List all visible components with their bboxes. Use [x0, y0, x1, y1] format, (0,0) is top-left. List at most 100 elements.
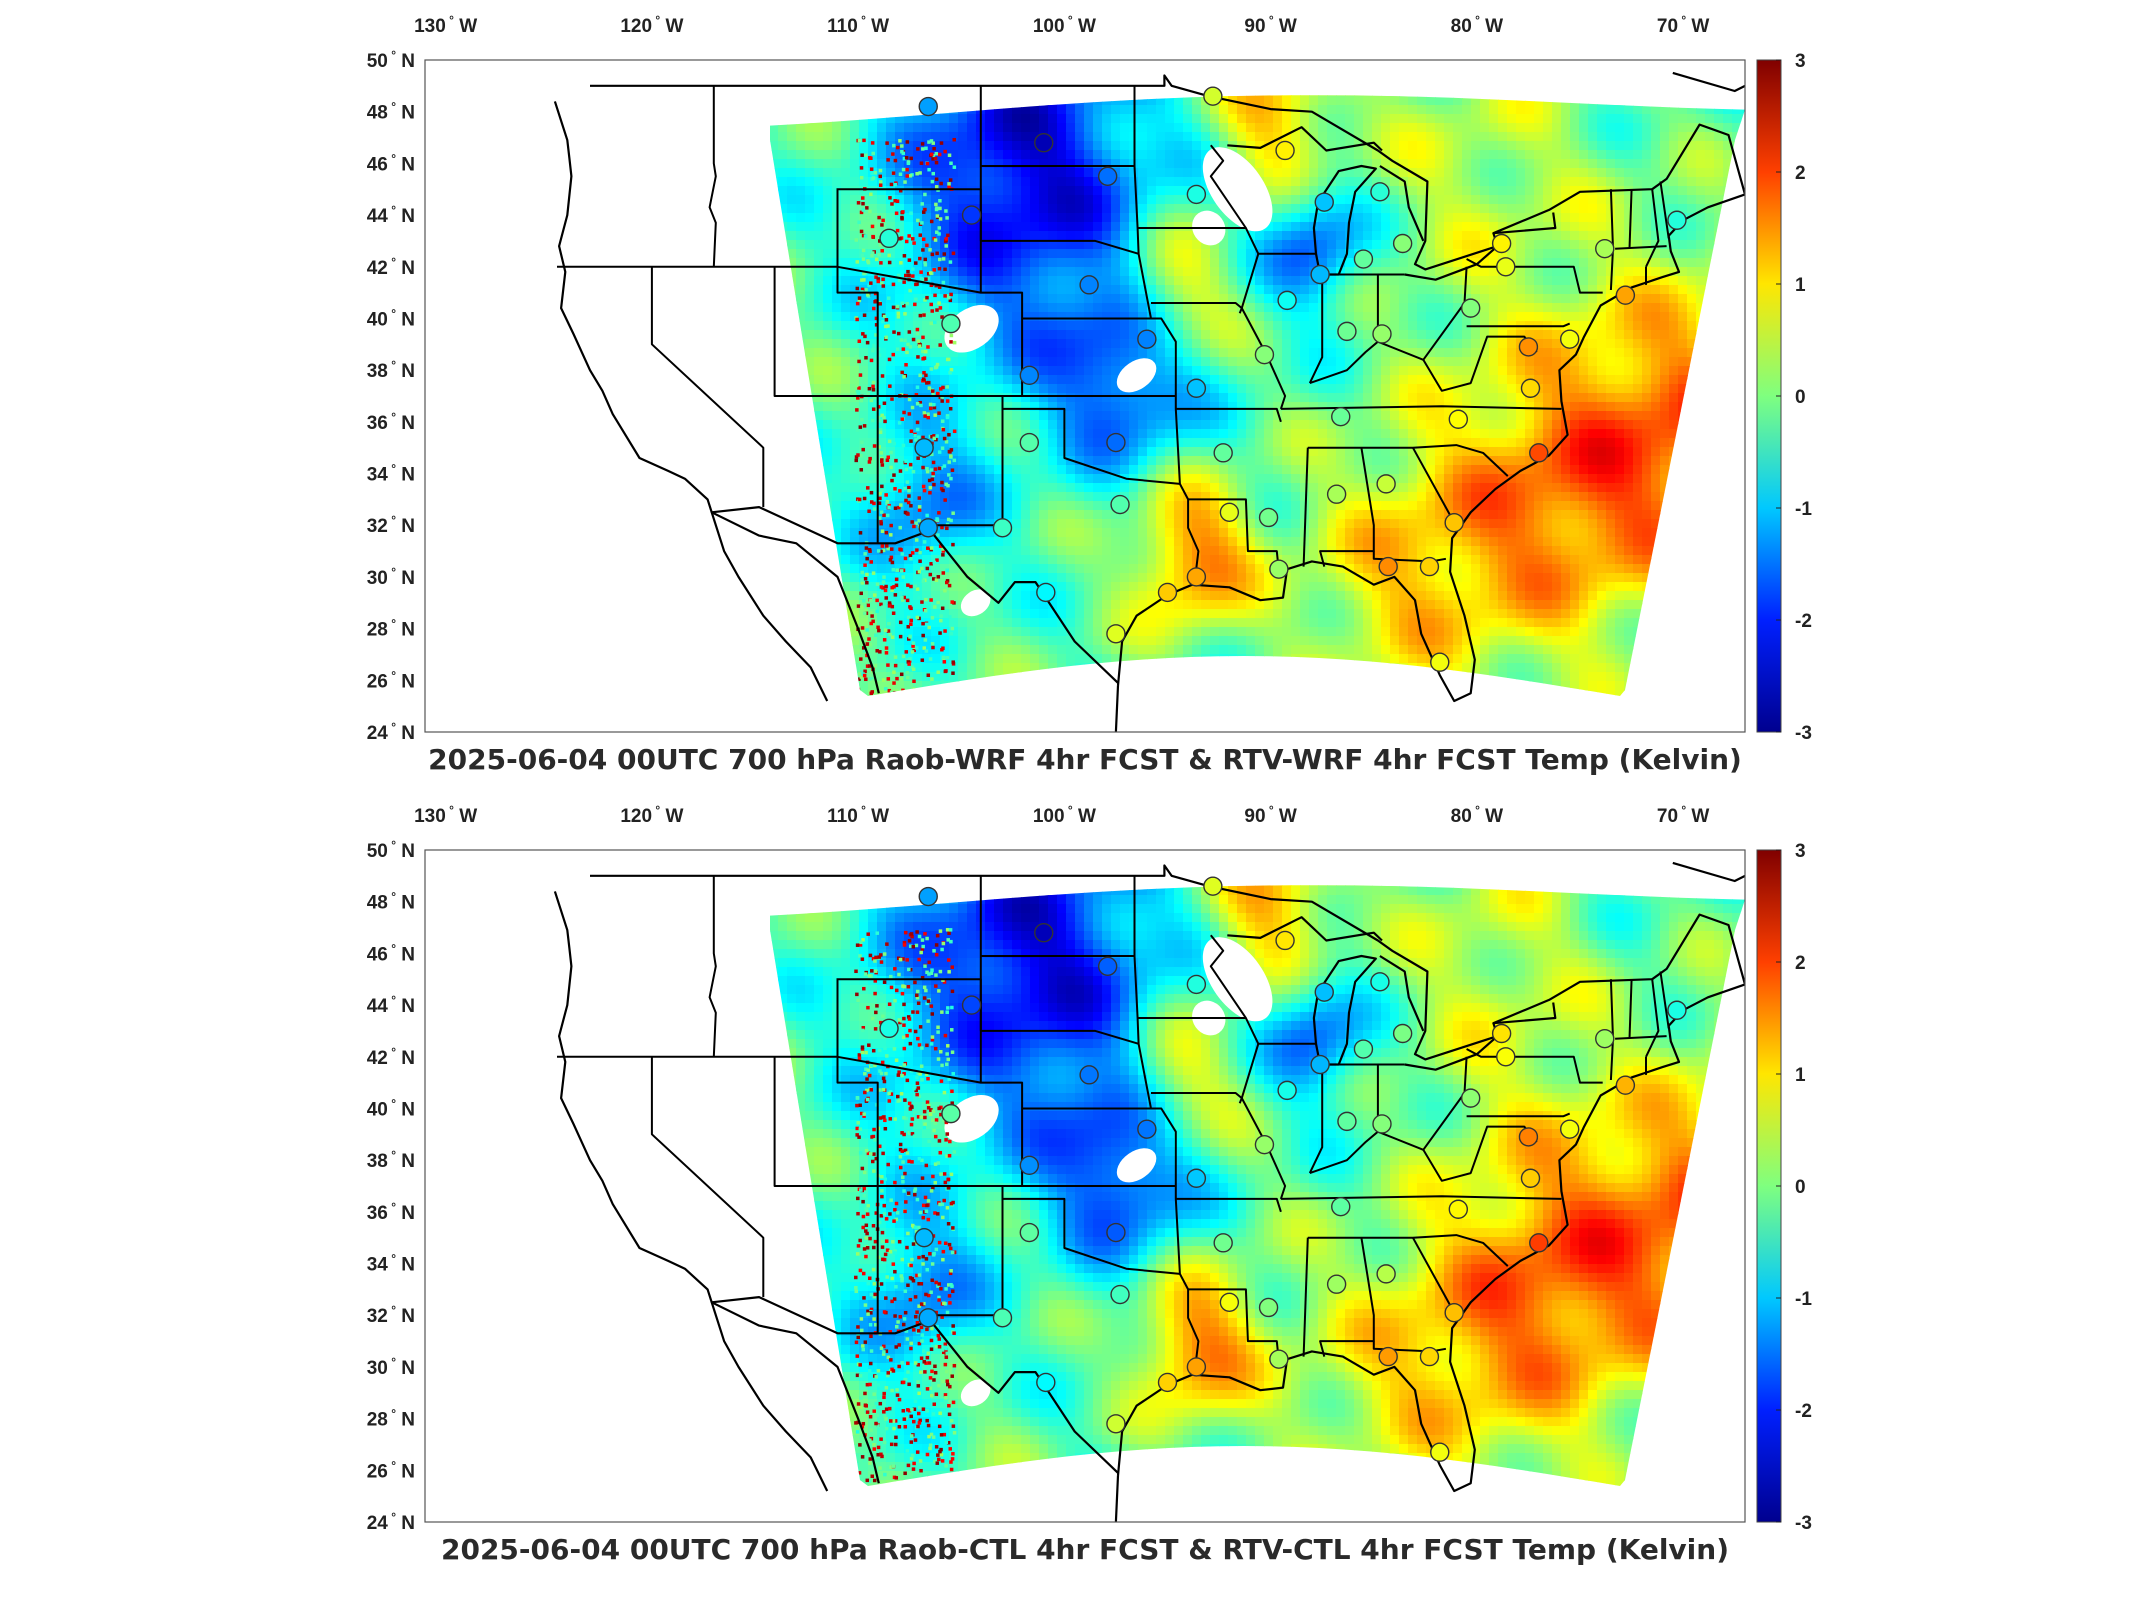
raob-station-marker	[1110, 494, 1130, 515]
map-panel-raob-ctl: 130 ° W 120 ° W 110 ° W 100 ° W 90 ° W 80 ° W…	[0, 790, 2133, 1580]
longitude-tick-label: 100 ° W	[1033, 13, 1096, 37]
temperature-anomaly-field	[770, 95, 1745, 696]
map-frame	[424, 59, 1746, 733]
longitude-tick-label: 70 ° W	[1657, 803, 1710, 827]
raob-station-marker	[1370, 182, 1390, 202]
latitude-tick-label: 38 ° N	[367, 358, 415, 382]
raob-station-marker	[1444, 512, 1464, 533]
raob-station-marker	[1615, 285, 1636, 305]
raob-station-marker	[1219, 1292, 1240, 1313]
colorbar-tick-label: 3	[1795, 51, 1806, 72]
raob-station-marker	[1529, 1233, 1549, 1253]
raob-station-marker	[1518, 337, 1539, 357]
panel-title: 2025-06-04 00UTC 700 hPa Raob-CTL 4hr FC…	[441, 1533, 1729, 1566]
raob-station-marker	[1036, 582, 1056, 603]
raob-station-marker	[1491, 233, 1512, 254]
raob-station-marker	[1314, 192, 1334, 212]
latitude-tick-label: 34 ° N	[367, 462, 415, 486]
colorbar-tick-label: 0	[1795, 387, 1806, 408]
latitude-tick-label: 38 ° N	[367, 1148, 415, 1172]
raob-station-marker	[1097, 956, 1118, 977]
raob-station-marker	[1314, 982, 1334, 1002]
colorbar-tick-label: 1	[1795, 1065, 1806, 1086]
raob-station-marker	[1213, 443, 1233, 463]
raob-station-marker	[1097, 166, 1118, 187]
latitude-tick-label: 24 ° N	[367, 1510, 415, 1534]
colorbar-tick-label: 2	[1795, 953, 1806, 974]
raob-station-marker	[1106, 432, 1126, 453]
raob-station-marker	[1186, 1357, 1207, 1377]
raob-station-marker	[1203, 86, 1223, 106]
raob-station-marker	[1219, 502, 1240, 523]
raob-station-marker	[914, 437, 934, 458]
raob-station-marker	[1595, 1028, 1615, 1049]
raob-station-marker	[1430, 652, 1450, 672]
raob-station-marker	[1277, 1080, 1297, 1101]
raob-station-marker	[1444, 1302, 1464, 1323]
longitude-tick-label: 90 ° W	[1244, 803, 1297, 827]
latitude-tick-label: 44 ° N	[367, 993, 415, 1017]
raob-station-marker	[1186, 184, 1207, 205]
raob-station-marker	[879, 228, 899, 249]
raob-station-marker	[1491, 1023, 1512, 1044]
map-panel-raob-wrf: 130 ° W 120 ° W 110 ° W 100 ° W 90 ° W 80 ° W…	[0, 0, 2133, 790]
longitude-tick-label: 120 ° W	[620, 803, 683, 827]
raob-station-marker	[1376, 474, 1396, 494]
latitude-tick-label: 50 ° N	[367, 48, 415, 72]
latitude-tick-label: 24 ° N	[367, 720, 415, 744]
raob-station-marker	[1186, 378, 1207, 398]
raob-station-marker	[1559, 1119, 1580, 1139]
raob-station-marker	[1106, 624, 1126, 644]
latitude-tick-label: 36 ° N	[367, 1200, 415, 1224]
raob-station-marker	[918, 1308, 938, 1328]
raob-station-marker	[1275, 930, 1295, 951]
raob-station-marker	[1269, 559, 1289, 579]
raob-station-marker	[1079, 1065, 1099, 1085]
longitude-tick-label: 120 ° W	[620, 13, 683, 37]
raob-station-marker	[1110, 1284, 1130, 1305]
latitude-tick-label: 40 ° N	[367, 306, 415, 330]
raob-station-marker	[1520, 378, 1541, 398]
raob-station-marker	[1372, 1114, 1392, 1134]
raob-station-marker	[918, 96, 938, 117]
latitude-tick-label: 42 ° N	[367, 255, 415, 279]
raob-station-marker	[1269, 1349, 1289, 1369]
latitude-tick-label: 40 ° N	[367, 1096, 415, 1120]
latitude-tick-label: 46 ° N	[367, 941, 415, 965]
raob-station-marker	[1392, 1023, 1413, 1044]
latitude-tick-label: 34 ° N	[367, 1252, 415, 1276]
raob-station-marker	[1667, 1000, 1687, 1020]
map-frame	[424, 849, 1746, 1523]
temperature-anomaly-field	[770, 885, 1745, 1486]
raob-station-marker	[1213, 1233, 1233, 1253]
map-figure-0: 130 ° W 120 ° W 110 ° W 100 ° W 90 ° W 80 ° W…	[367, 13, 1813, 776]
raob-station-marker	[1353, 249, 1374, 269]
raob-station-marker	[1277, 290, 1297, 311]
raob-station-marker	[1310, 1054, 1330, 1075]
raob-station-marker	[1106, 1222, 1126, 1243]
longitude-tick-label: 80 ° W	[1451, 803, 1504, 827]
latitude-tick-label: 48 ° N	[367, 100, 415, 124]
colorbar-tick-label: -3	[1795, 1513, 1812, 1534]
raob-station-marker	[1034, 923, 1054, 943]
raob-station-marker	[1378, 1346, 1398, 1367]
raob-station-marker	[1392, 233, 1413, 254]
raob-station-marker	[1186, 567, 1207, 587]
longitude-tick-label: 70 ° W	[1657, 13, 1710, 37]
raob-station-marker	[1310, 264, 1330, 285]
raob-station-marker	[1258, 507, 1279, 528]
raob-station-marker	[1275, 140, 1295, 161]
raob-station-marker	[1157, 582, 1178, 603]
raob-station-marker	[918, 886, 938, 907]
longitude-tick-label: 110 ° W	[827, 13, 889, 37]
raob-station-marker	[1337, 1111, 1357, 1132]
raob-station-marker	[1157, 1372, 1178, 1393]
longitude-tick-label: 130 ° W	[414, 13, 477, 37]
raob-station-marker	[1496, 1047, 1516, 1067]
colorbar-tick-label: 3	[1795, 841, 1806, 862]
longitude-tick-label: 80 ° W	[1451, 13, 1504, 37]
latitude-tick-label: 30 ° N	[367, 1355, 415, 1379]
raob-station-marker	[1019, 432, 1040, 453]
longitude-tick-label: 100 ° W	[1033, 803, 1096, 827]
